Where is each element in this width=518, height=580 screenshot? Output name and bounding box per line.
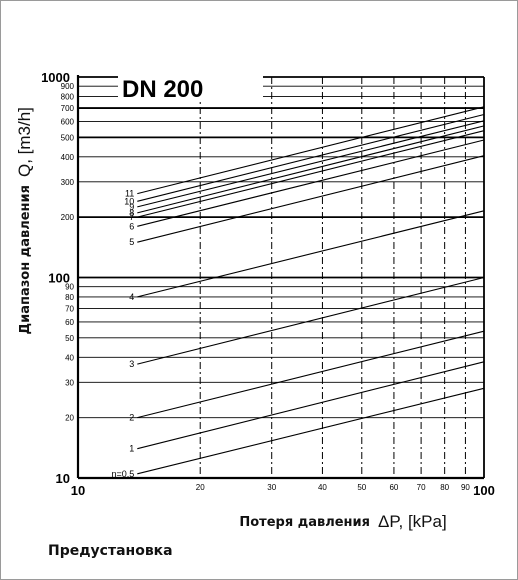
y-tick-label-500: 500 [61, 133, 75, 142]
series-line-4 [137, 210, 485, 298]
chart-title: DN 200 [122, 76, 203, 103]
x-tick-label-50: 50 [357, 483, 366, 492]
series-label-9: 9 [129, 202, 134, 212]
y-tick-label-20: 20 [65, 414, 74, 423]
y-axis-unit: Q, [m3/h] [15, 107, 34, 177]
title-background [118, 70, 263, 100]
x-tick-label-10: 10 [71, 483, 85, 498]
x-tick-label-60: 60 [389, 483, 398, 492]
series-line-1 [137, 361, 485, 450]
series-label-1: 1 [129, 444, 134, 454]
series-line-3 [137, 276, 485, 365]
series-label-8: 8 [129, 208, 134, 218]
y-tick-label-10: 10 [56, 471, 70, 486]
x-tick-label-80: 80 [440, 483, 449, 492]
x-tick-label-70: 70 [417, 483, 426, 492]
series-line-9 [137, 120, 485, 208]
series-label-10: 10 [124, 196, 134, 206]
series-lines [137, 106, 485, 475]
series-line-5 [137, 155, 485, 243]
x-tick-label-20: 20 [196, 483, 205, 492]
series-label-11: 11 [125, 189, 134, 199]
series-line-6 [137, 139, 485, 227]
y-tick-label-700: 700 [61, 104, 75, 113]
series-line-10 [137, 113, 485, 202]
y-tick-label-800: 800 [61, 92, 75, 101]
series-label-7: 7 [129, 212, 134, 222]
x-axis-unit: ΔP, [kPa] [378, 512, 447, 531]
series-line-7 [137, 130, 485, 218]
y-tick-label-50: 50 [65, 334, 74, 343]
series-label-5: 5 [129, 237, 134, 247]
y-tick-label-200: 200 [61, 213, 75, 222]
y-tick-label-400: 400 [61, 153, 75, 162]
series-label-3: 3 [129, 359, 134, 369]
series-label-6: 6 [129, 221, 134, 231]
series-line-8 [137, 125, 485, 214]
series-line-11 [137, 106, 485, 195]
y-tick-label-900: 900 [61, 82, 75, 91]
y-gridlines [78, 76, 484, 479]
x-tick-label-90: 90 [461, 483, 470, 492]
series-label-2: 2 [129, 413, 134, 423]
tick-labels: 1020304050607080901002003004005006007008… [41, 70, 495, 498]
series-label-4: 4 [129, 292, 134, 302]
caption-label: Предустановка [48, 543, 173, 559]
y-tick-label-80: 80 [65, 293, 74, 302]
y-tick-label-40: 40 [65, 353, 74, 362]
x-tick-label-100: 100 [473, 483, 495, 498]
y-tick-label-1000: 1000 [41, 70, 70, 85]
series-line-2 [137, 330, 485, 419]
x-tick-label-30: 30 [267, 483, 276, 492]
x-tick-label-40: 40 [318, 483, 327, 492]
y-tick-label-90: 90 [65, 283, 74, 292]
y-axis-label: Диапазон давления [18, 185, 33, 334]
y-tick-label-300: 300 [61, 178, 75, 187]
axes [76, 75, 484, 480]
y-tick-label-70: 70 [65, 305, 74, 314]
series-line-n=0,5 [137, 387, 485, 475]
y-tick-label-30: 30 [65, 378, 74, 387]
y-tick-label-100: 100 [48, 271, 70, 286]
y-tick-label-60: 60 [65, 318, 74, 327]
series-label-n=0,5: n=0,5 [112, 469, 135, 479]
x-axis-label: Потеря давления [239, 515, 370, 530]
y-tick-label-600: 600 [61, 117, 75, 126]
